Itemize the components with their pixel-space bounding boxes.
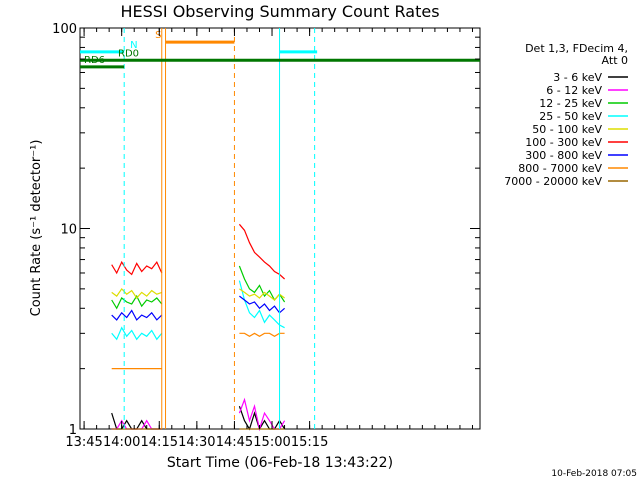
x-tick-label-1: 14:00 — [103, 435, 140, 450]
x-tick-label-4: 14:45 — [216, 435, 253, 450]
legend-header-line-2: Att 0 — [602, 54, 628, 67]
legend-label-5: 100 - 300 keV — [525, 136, 602, 149]
series-line-0-0 — [111, 412, 162, 430]
footer-timestamp: 10-Feb-2018 07:05 — [551, 469, 637, 479]
series-layer — [111, 223, 286, 432]
x-axis-label: Start Time (06-Feb-18 13:43:22) — [167, 455, 393, 471]
flag-label-rd0: RD0 — [118, 48, 139, 59]
y-tick-label-2: 100 — [52, 22, 77, 37]
y-axis-label: Count Rate (s⁻¹ detector⁻¹) — [29, 140, 44, 317]
vertical-markers — [123, 28, 316, 429]
series-line-5-0 — [111, 260, 163, 276]
x-tick-label-3: 14:30 — [178, 435, 215, 450]
legend-label-2: 12 - 25 keV — [539, 97, 602, 110]
series-line-3-1 — [238, 280, 285, 329]
x-tick-label-0: 13:45 — [65, 435, 102, 450]
legend-label-6: 300 - 800 keV — [525, 149, 602, 162]
series-line-2-0 — [111, 294, 163, 310]
flag-bars: N S RD0 RD6 — [80, 30, 480, 69]
flag-label-rd6: RD6 — [84, 55, 105, 66]
axes: 13:45 14:00 14:15 14:30 14:45 15:00 15:15 1 10 10… — [52, 22, 480, 450]
chart-title: HESSI Observing Summary Count Rates — [120, 2, 439, 21]
series-line-5-1 — [238, 223, 286, 280]
legend-label-7: 800 - 7000 keV — [518, 162, 602, 175]
flag-label-n: N — [130, 40, 137, 51]
y-tick-label-1: 10 — [60, 223, 77, 238]
series-line-7-1 — [239, 332, 285, 337]
legend-header-line-1: Det 1,3, FDecim 4, — [525, 42, 628, 55]
x-tick-label-5: 15:00 — [253, 435, 290, 450]
series-line-4-1 — [239, 288, 285, 301]
legend-label-8: 7000 - 20000 keV — [504, 175, 602, 188]
series-line-3-0 — [111, 326, 163, 341]
series-line-0-1 — [238, 406, 286, 431]
y-tick-label-0: 1 — [69, 423, 77, 438]
legend-label-1: 6 - 12 keV — [546, 84, 602, 97]
x-tick-label-6: 15:15 — [291, 435, 328, 450]
series-line-4-0 — [111, 287, 163, 299]
legend-label-3: 25 - 50 keV — [539, 110, 602, 123]
flag-label-s: S — [155, 30, 161, 41]
x-tick-label-2: 14:15 — [141, 435, 178, 450]
legend-label-0: 3 - 6 keV — [553, 71, 602, 84]
series-line-6-0 — [111, 309, 163, 321]
legend-label-4: 50 - 100 keV — [532, 123, 602, 136]
series-line-6-1 — [239, 295, 285, 314]
